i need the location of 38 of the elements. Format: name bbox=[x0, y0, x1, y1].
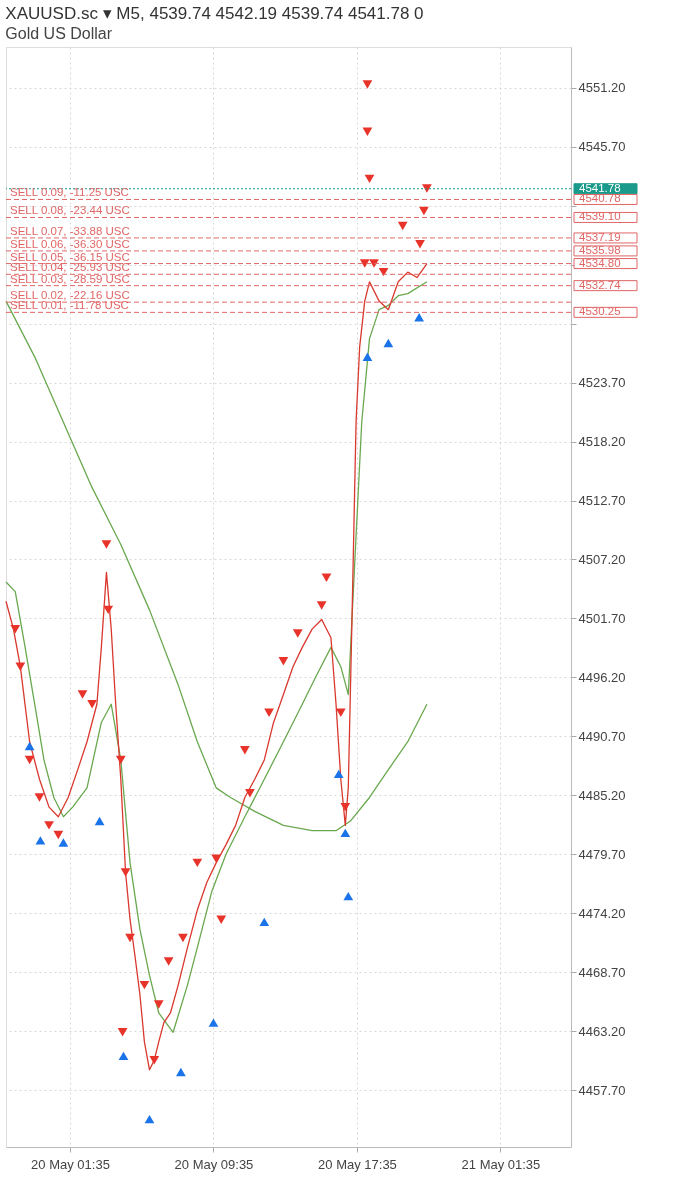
ref-line-label: SELL 0.08, -23.44 USC bbox=[10, 204, 130, 217]
text: 4530.25 bbox=[579, 305, 621, 318]
y-tick-label: 4507.20 bbox=[578, 551, 626, 567]
y-tick-label: 4496.20 bbox=[578, 669, 626, 685]
y-tick-label: 4523.70 bbox=[578, 375, 626, 391]
text: 4537.19 bbox=[579, 230, 621, 243]
ref-line-label: SELL 0.01, -11.78 USC bbox=[10, 299, 129, 312]
ref-line-label: SELL 0.05, -36.15 USC bbox=[10, 250, 130, 263]
y-tick-label: 4468.70 bbox=[578, 964, 626, 980]
y-tick-label: 4479.70 bbox=[578, 846, 626, 862]
ref-line-label: SELL 0.02, -22.16 USC bbox=[10, 289, 130, 302]
text: 4541.78 bbox=[579, 181, 621, 194]
chart-subtitle: Gold US Dollar bbox=[5, 25, 113, 42]
x-tick-label: 21 May 01:35 bbox=[461, 1156, 541, 1172]
ref-line-label: SELL 0.09, -11.25 USC bbox=[10, 186, 129, 199]
y-tick-label: 4474.20 bbox=[578, 905, 626, 921]
ref-line-label: SELL 0.07, -33.88 USC bbox=[10, 224, 130, 237]
text: 4532.74 bbox=[579, 278, 622, 291]
y-tick-label: 4457.70 bbox=[578, 1082, 626, 1098]
y-tick-label: 4501.70 bbox=[578, 610, 626, 626]
y-tick-label: 4518.20 bbox=[578, 434, 626, 450]
x-tick-label: 20 May 01:35 bbox=[31, 1156, 110, 1172]
text: 4535.98 bbox=[579, 243, 621, 256]
ref-line-label: SELL 0.04, -25.93 USC bbox=[10, 261, 130, 274]
x-tick-label: 20 May 09:35 bbox=[174, 1156, 254, 1172]
y-tick-label: 4545.70 bbox=[578, 139, 626, 155]
y-tick-label: 4485.20 bbox=[578, 787, 626, 803]
text: 4540.78 bbox=[579, 192, 621, 205]
y-tick-label: 4463.20 bbox=[578, 1023, 626, 1039]
ref-line-label: SELL 0.06, -36.30 USC bbox=[10, 237, 130, 250]
y-tick-label: 4512.70 bbox=[578, 493, 626, 509]
y-tick-label: 4490.70 bbox=[578, 728, 626, 744]
y-tick-label: 4551.20 bbox=[578, 80, 626, 96]
text: 4539.10 bbox=[579, 210, 621, 223]
chart-title: XAUUSD.sc ▾ M5, 4539.74 4542.19 4539.74 4541.78 0 bbox=[5, 4, 424, 23]
text: 4534.80 bbox=[579, 256, 621, 269]
x-tick-label: 20 May 17:35 bbox=[318, 1156, 397, 1172]
ref-line-label: SELL 0.03, -28.59 USC bbox=[10, 272, 130, 285]
